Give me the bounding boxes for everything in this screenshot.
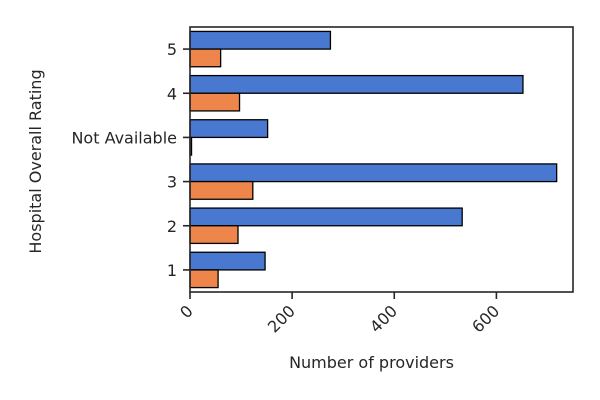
- y-axis-label: Hospital Overall Rating: [26, 69, 45, 253]
- x-axis: 0 200 400 600: [176, 292, 503, 336]
- y-tick-label: 2: [167, 217, 177, 236]
- y-tick-label: 5: [167, 40, 177, 59]
- bar-series1-3: [189, 163, 558, 183]
- plot-frame: [189, 26, 574, 293]
- y-tick-label: 3: [167, 173, 177, 192]
- y-tick-label: 4: [167, 84, 177, 103]
- bar-series1-4: [189, 74, 524, 94]
- bar-series2-2: [189, 225, 239, 245]
- bar-series1-5: [189, 30, 332, 50]
- bar-series2-5: [189, 48, 222, 68]
- bar-series1-2: [189, 207, 463, 227]
- y-axis: 5 4 Not Available 3 2 1: [71, 40, 190, 280]
- bar-series2-1: [189, 269, 219, 289]
- y-tick-label: 1: [167, 261, 177, 280]
- bars-group: [189, 30, 558, 289]
- bar-series2-3: [189, 180, 254, 200]
- y-tick-label: Not Available: [71, 128, 177, 147]
- x-tick-label: 200: [264, 301, 299, 336]
- bar-series1-1: [189, 251, 266, 271]
- bar-series2-4: [189, 92, 241, 112]
- x-tick-label: 400: [366, 301, 401, 336]
- x-tick-label: 0: [176, 301, 197, 322]
- bar-series1-not-available: [189, 119, 269, 139]
- x-tick-label: 600: [468, 301, 503, 336]
- x-axis-label: Number of providers: [289, 353, 454, 372]
